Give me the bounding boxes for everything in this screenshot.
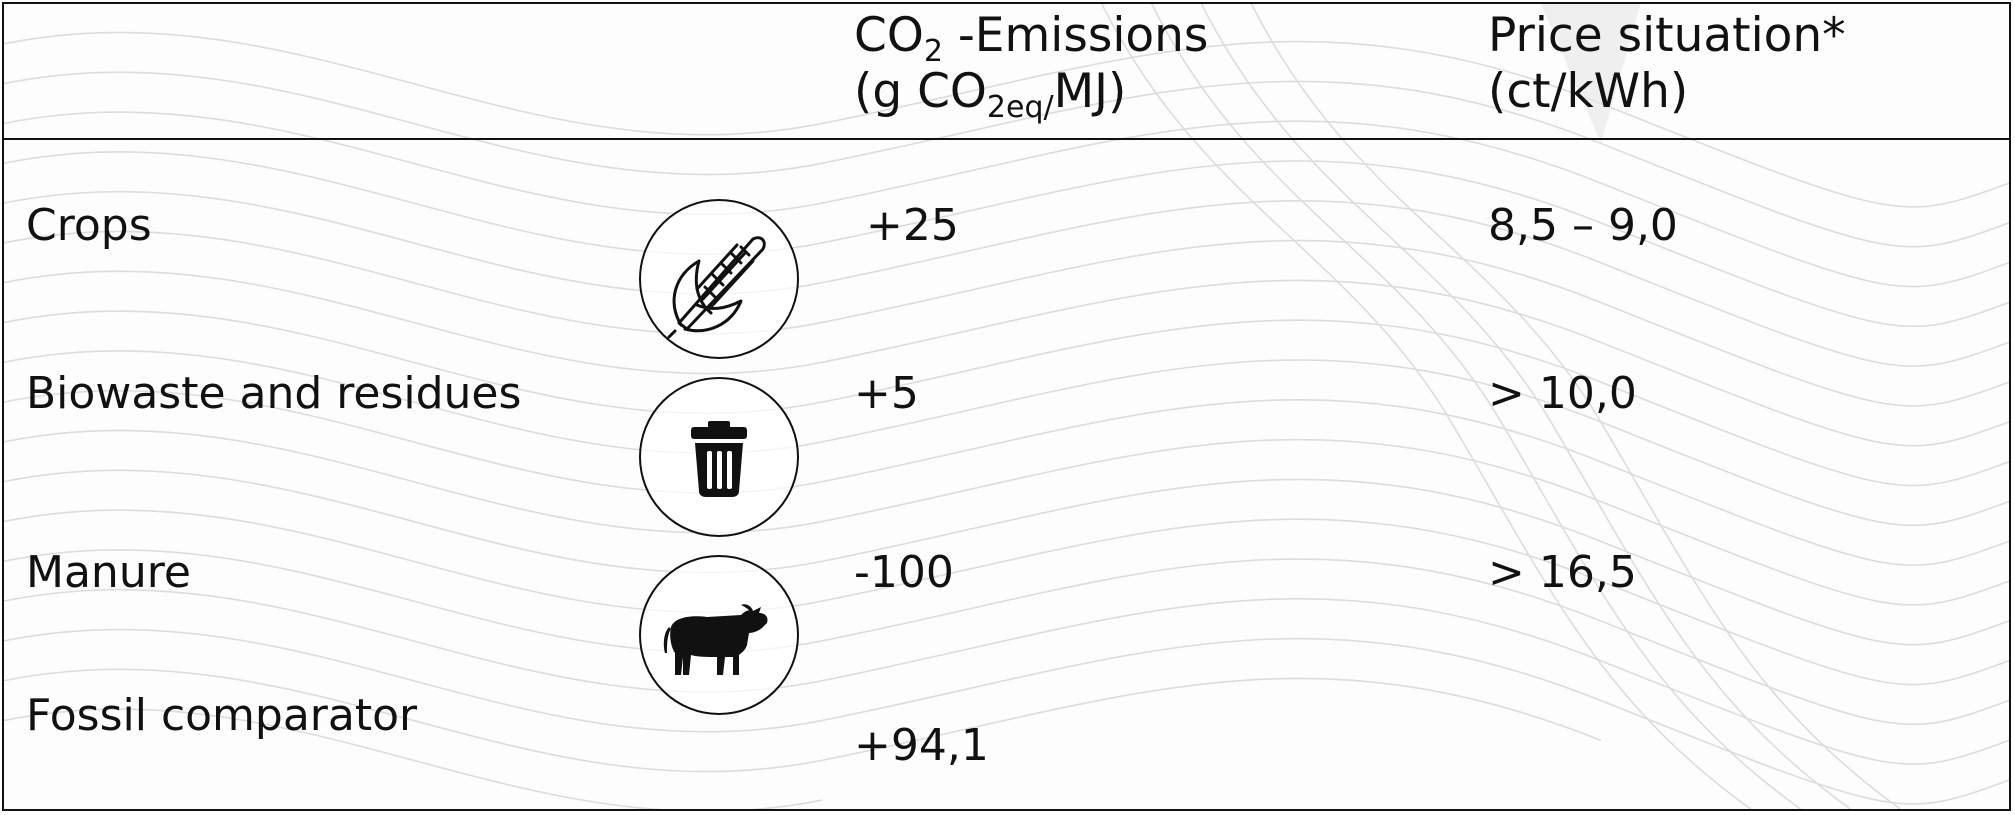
row-label-biowaste: Biowaste and residues	[26, 368, 522, 419]
emissions-fossil-comparator: +94,1	[854, 720, 989, 771]
trash-bin-icon	[639, 377, 799, 537]
co2-header-line1: CO2 -Emissions	[854, 8, 1209, 69]
emissions-biowaste: +5	[854, 368, 919, 419]
emissions-crops: +25	[866, 200, 959, 251]
corn-icon	[639, 199, 799, 359]
topographic-background	[4, 4, 2009, 809]
row-label-fossil-comparator: Fossil comparator	[26, 690, 418, 741]
cow-icon	[639, 555, 799, 715]
price-header-line1: Price situation*	[1488, 8, 1846, 63]
header-divider	[4, 138, 2009, 140]
price-manure: > 16,5	[1488, 547, 1637, 598]
row-label-manure: Manure	[26, 547, 191, 598]
price-header-line2: (ct/kWh)	[1488, 64, 1689, 119]
row-label-crops: Crops	[26, 200, 152, 251]
co2-header-line2: (g CO2eq/MJ)	[854, 64, 1127, 125]
price-crops: 8,5 – 9,0	[1488, 200, 1678, 251]
price-biowaste: > 10,0	[1488, 368, 1637, 419]
emissions-manure: -100	[854, 547, 954, 598]
